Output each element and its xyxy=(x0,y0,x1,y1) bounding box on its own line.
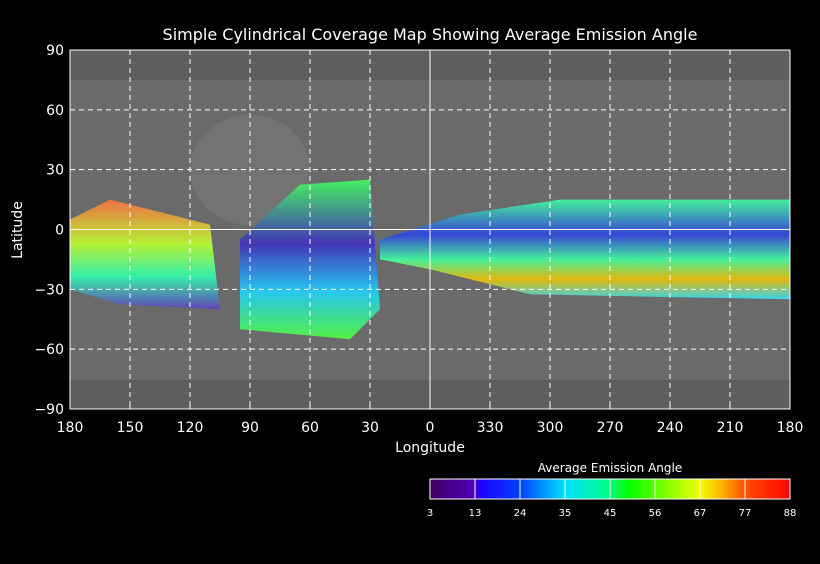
colorbar-tick-label: 13 xyxy=(469,508,482,519)
colorbar-tick-label: 24 xyxy=(514,508,527,519)
y-tick-label: −30 xyxy=(34,282,64,298)
y-tick-label: 90 xyxy=(46,43,64,59)
x-tick-label: 0 xyxy=(426,420,435,436)
x-tick-label: 150 xyxy=(117,420,144,436)
x-tick-label: 300 xyxy=(537,420,564,436)
y-axis-label: Latitude xyxy=(10,201,26,259)
colorbar-tick-label: 3 xyxy=(427,508,433,519)
colorbar-title: Average Emission Angle xyxy=(538,461,682,475)
y-axis: 90 60 30 0 −30 −60 −90 xyxy=(34,43,64,418)
colorbar-tick-label: 45 xyxy=(604,508,617,519)
y-tick-label: 60 xyxy=(46,103,64,119)
x-tick-label: 330 xyxy=(477,420,504,436)
x-tick-label: 180 xyxy=(57,420,84,436)
chart-title: Simple Cylindrical Coverage Map Showing … xyxy=(163,25,698,44)
x-axis: 180 150 120 90 60 30 0 330 300 270 240 210 180 xyxy=(57,403,804,436)
colorbar-tick-label: 67 xyxy=(694,508,707,519)
y-tick-label: 30 xyxy=(46,163,64,179)
x-tick-label: 240 xyxy=(657,420,684,436)
x-tick-label: 30 xyxy=(361,420,379,436)
x-axis-label: Longitude xyxy=(395,440,465,456)
y-tick-label: −60 xyxy=(34,342,64,358)
x-tick-label: 60 xyxy=(301,420,319,436)
x-tick-label: 120 xyxy=(177,420,204,436)
colorbar-tick-label: 35 xyxy=(559,508,572,519)
x-tick-label: 270 xyxy=(597,420,624,436)
colorbar-tick-label: 56 xyxy=(649,508,662,519)
x-tick-label: 90 xyxy=(241,420,259,436)
x-tick-label: 210 xyxy=(717,420,744,436)
coverage-region xyxy=(380,199,790,300)
x-tick-label: 180 xyxy=(777,420,804,436)
y-tick-label: −90 xyxy=(34,402,64,418)
grid-lines xyxy=(70,50,790,409)
colorbar-tick-label: 88 xyxy=(784,508,797,519)
colorbar-ticks: 3 13 24 35 45 56 67 77 88 xyxy=(427,479,797,519)
colorbar-tick-label: 77 xyxy=(739,508,752,519)
coverage-region xyxy=(70,199,220,310)
y-tick-label: 0 xyxy=(55,223,64,239)
